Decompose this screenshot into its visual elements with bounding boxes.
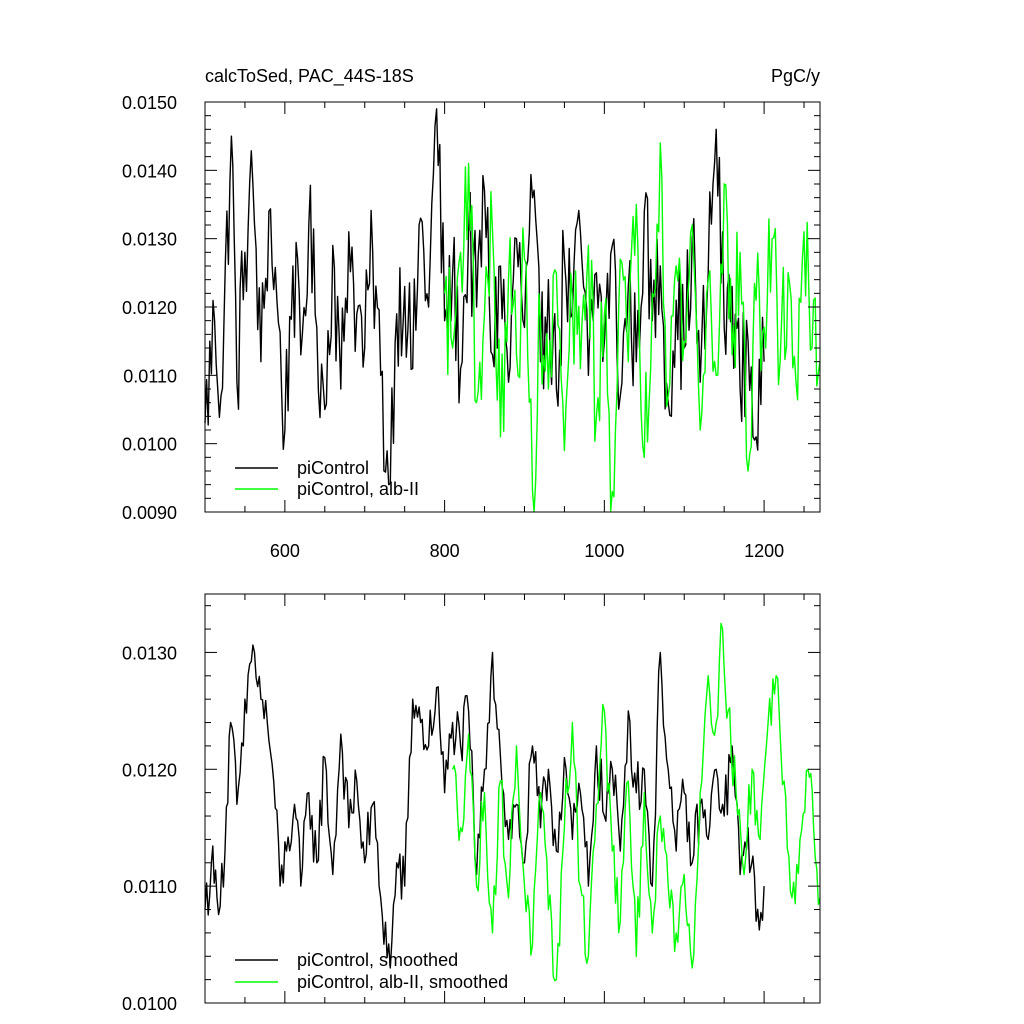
chart-title: calcToSed, PAC_44S-18S	[205, 66, 414, 87]
series-line-picontrol	[204, 108, 765, 486]
units-label: PgC/y	[771, 66, 820, 86]
y-tick-label: 0.0100	[122, 435, 177, 455]
bottom-panel: 0.0100 0.0110 0.0120 0.0130 piControl, smoot…	[122, 593, 821, 1014]
plot-frame	[204, 593, 821, 1004]
series-line-picontrol	[204, 644, 765, 969]
y-tick-label: 0.0130	[122, 643, 177, 663]
y-tick-label: 0.0110	[123, 877, 177, 897]
series-line-alb-ii	[443, 142, 821, 513]
y-tick-label: 0.0130	[122, 230, 177, 250]
x-tick-label: 1200	[744, 541, 784, 561]
x-tick-label: 1000	[584, 541, 624, 561]
y-tick-label: 0.0110	[123, 366, 177, 386]
x-tick-label: 800	[430, 541, 460, 561]
y-tick-label: 0.0120	[122, 298, 177, 318]
x-tick-label: 600	[270, 541, 300, 561]
legend-label: piControl	[297, 458, 369, 478]
y-tick-label: 0.0100	[122, 994, 177, 1014]
legend-label: piControl, alb-II, smoothed	[297, 972, 508, 992]
top-panel: 0.0090 0.0100 0.0110 0.0120 0.0130 0.0140 0.01…	[122, 93, 821, 561]
legend-label: piControl, alb-II	[297, 479, 419, 499]
y-tick-label: 0.0140	[122, 161, 177, 181]
legend-label: piControl, smoothed	[297, 950, 458, 970]
series-line-alb-ii	[451, 622, 821, 982]
y-tick-label: 0.0090	[122, 503, 177, 523]
y-tick-label: 0.0120	[122, 760, 177, 780]
y-tick-label: 0.0150	[122, 93, 177, 113]
